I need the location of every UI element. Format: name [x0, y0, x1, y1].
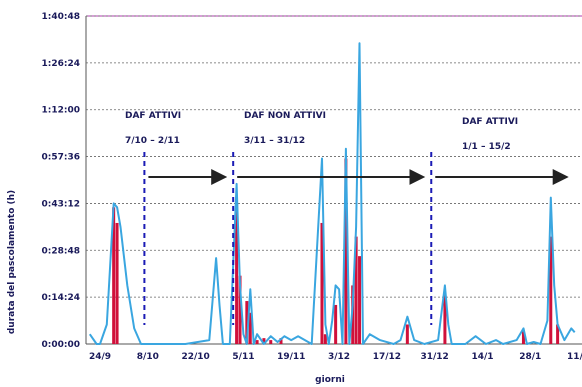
- data-bar: [235, 203, 239, 344]
- x-tick-label: 17/12: [373, 352, 401, 362]
- x-tick-label: 14/1: [471, 352, 493, 362]
- red-bars-series: [112, 158, 560, 344]
- y-tick-label: 0:57:36: [41, 153, 80, 163]
- y-tick-label: 0:14:24: [41, 293, 80, 303]
- period-label: DAF ATTIVI: [125, 111, 181, 121]
- period-range: 3/11 – 31/12: [244, 136, 305, 146]
- y-tick-label: 0:28:48: [41, 246, 80, 256]
- data-bar: [262, 338, 266, 344]
- data-bar: [255, 340, 259, 344]
- data-bar: [443, 295, 447, 344]
- period-range: 7/10 – 2/11: [125, 136, 180, 146]
- x-tick-label: 5/11: [232, 352, 254, 362]
- series-line: [88, 42, 576, 345]
- data-bar: [549, 236, 553, 344]
- data-bar: [323, 334, 327, 344]
- x-axis-label: giorni: [315, 375, 345, 385]
- data-bar: [115, 222, 119, 344]
- y-tick-label: 0:43:12: [41, 199, 80, 209]
- x-tick-label: 11/2: [567, 352, 582, 362]
- blue-line-series: [88, 42, 576, 345]
- data-bar: [556, 324, 560, 344]
- y-tick-label: 1:26:24: [41, 59, 80, 69]
- y-tick-labels: 0:00:00 0:14:24 0:28:48 0:43:12 0:57:36 1:12:…: [41, 12, 80, 350]
- data-bar: [405, 324, 409, 344]
- x-tick-labels: 24/9 8/10 22/10 5/11 19/11 3/12 17/12 31/12 14/1…: [89, 352, 582, 362]
- data-bar: [334, 304, 338, 344]
- data-bar: [112, 207, 116, 344]
- y-axis-label: durata del pascolamento (h): [7, 190, 17, 334]
- y-tick-label: 1:40:48: [41, 12, 80, 22]
- x-tick-label: 24/9: [89, 352, 111, 362]
- gridlines: [86, 15, 582, 298]
- data-bar: [344, 158, 348, 344]
- x-tick-label: 31/12: [420, 352, 448, 362]
- period-dividers: [143, 152, 433, 325]
- data-bar: [269, 340, 273, 344]
- x-tick-label: 22/10: [181, 352, 209, 362]
- data-bar: [238, 275, 242, 344]
- data-bar: [320, 222, 324, 344]
- data-bar: [279, 338, 283, 344]
- x-tick-label: 19/11: [277, 352, 305, 362]
- y-tick-label: 0:00:00: [41, 340, 80, 350]
- x-tick-label: 28/1: [519, 352, 541, 362]
- x-tick-label: 3/12: [328, 352, 350, 362]
- data-bar: [521, 330, 525, 344]
- data-bar: [354, 236, 358, 344]
- data-bar: [245, 301, 249, 344]
- data-bar: [248, 312, 252, 344]
- period-label: DAF NON ATTIVI: [244, 111, 326, 121]
- period-annotations: DAF ATTIVI 7/10 – 2/11 DAF NON ATTIVI 3/11 …: [125, 111, 518, 152]
- period-range: 1/1 – 15/2: [462, 142, 511, 152]
- data-bar: [358, 256, 362, 344]
- y-tick-label: 1:12:00: [41, 106, 80, 116]
- x-tick-label: 8/10: [137, 352, 159, 362]
- period-label: DAF ATTIVI: [462, 117, 518, 127]
